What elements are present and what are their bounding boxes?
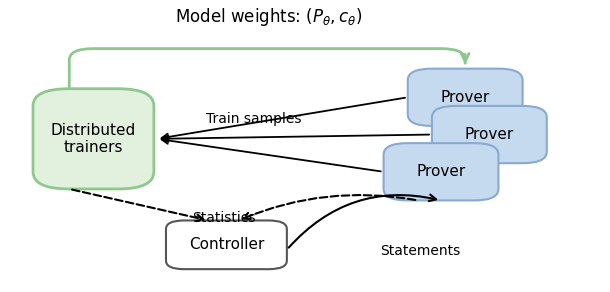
FancyBboxPatch shape [33,89,154,189]
FancyBboxPatch shape [384,143,498,200]
Text: Controller: Controller [188,237,264,252]
Text: Model weights: $(P_\theta, c_\theta)$: Model weights: $(P_\theta, c_\theta)$ [175,6,362,28]
Text: Statistics: Statistics [192,211,255,225]
Text: Statements: Statements [379,244,460,258]
Text: Prover: Prover [465,127,514,142]
Text: Train samples: Train samples [206,112,301,126]
Text: Distributed
trainers: Distributed trainers [51,123,136,155]
FancyBboxPatch shape [407,69,523,126]
Text: Prover: Prover [417,164,465,179]
FancyBboxPatch shape [432,106,547,163]
FancyBboxPatch shape [166,220,287,269]
Text: Prover: Prover [440,90,490,105]
